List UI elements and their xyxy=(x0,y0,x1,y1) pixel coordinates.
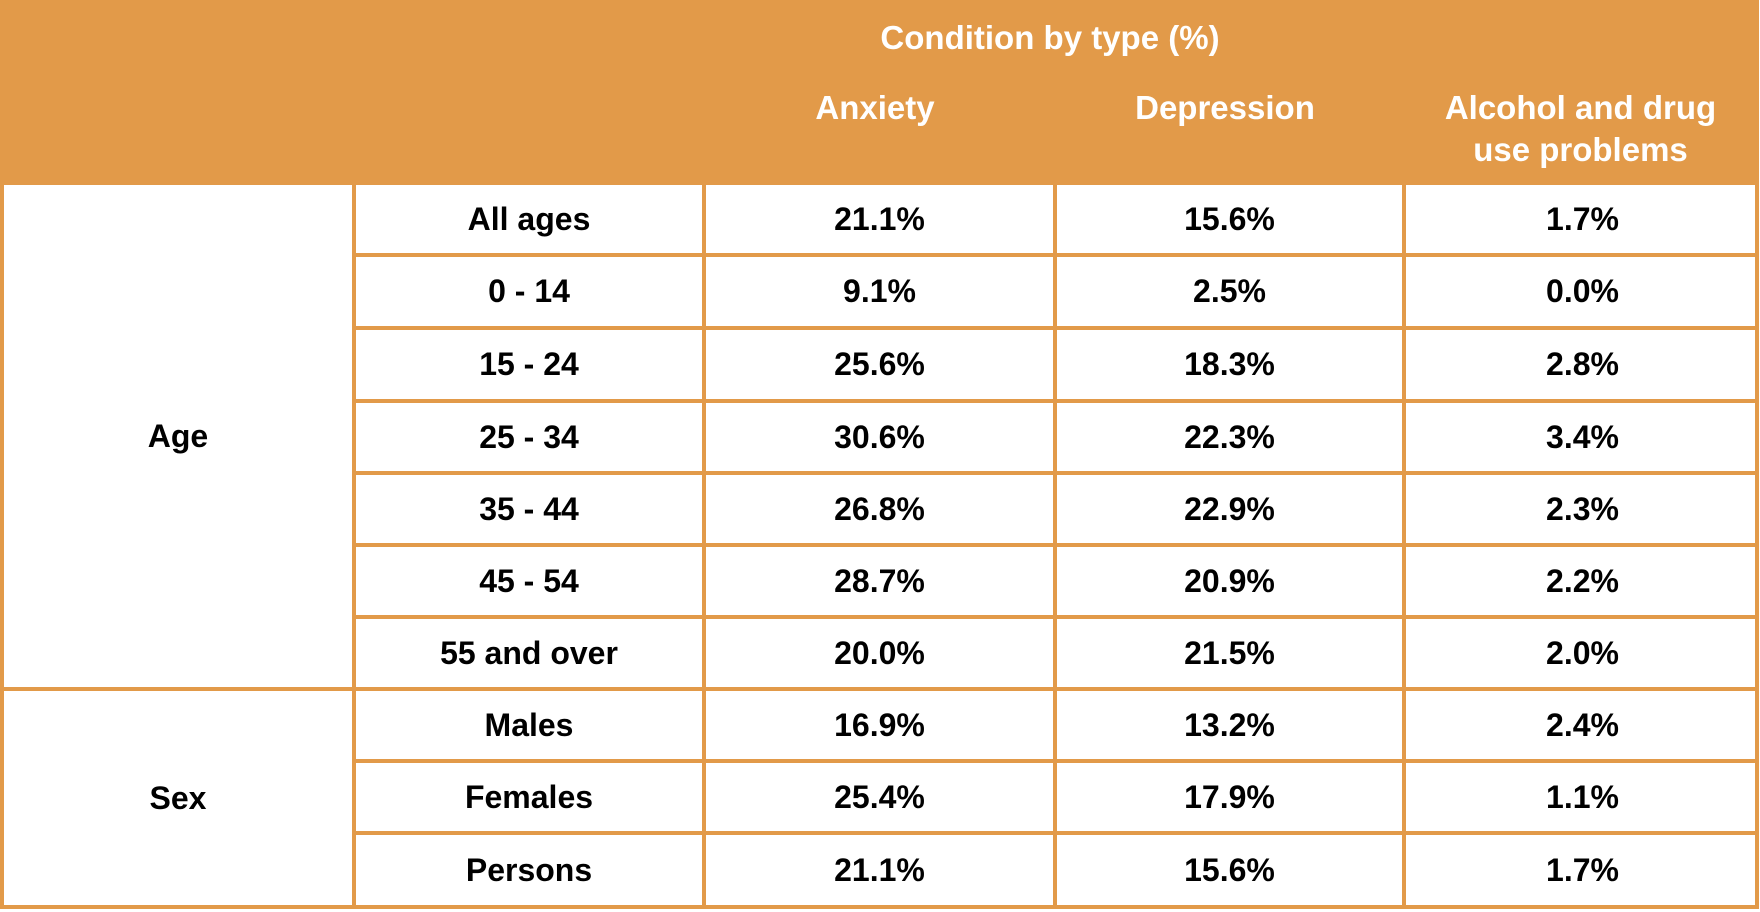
row-label: All ages xyxy=(356,185,702,253)
vertical-grid-line xyxy=(1053,185,1057,909)
table-cell: 20.9% xyxy=(1057,547,1402,615)
column-header-depression: Depression xyxy=(1135,89,1315,126)
group-label-sex: Sex xyxy=(4,691,352,905)
horizontal-grid-line xyxy=(352,759,1759,763)
row-label: 55 and over xyxy=(356,619,702,687)
row-label: Females xyxy=(356,763,702,831)
table-cell: 20.0% xyxy=(706,619,1053,687)
table-cell: 2.8% xyxy=(1406,330,1759,399)
horizontal-grid-line xyxy=(352,253,1759,257)
horizontal-grid-line xyxy=(0,687,1759,691)
column-header-alcohol-drug-line-1: Alcohol and drug xyxy=(1444,89,1717,126)
row-label: 45 - 54 xyxy=(356,547,702,615)
horizontal-grid-line xyxy=(352,615,1759,619)
column-header-anxiety: Anxiety xyxy=(815,89,935,126)
table-cell: 15.6% xyxy=(1057,185,1402,253)
table-cell: 28.7% xyxy=(706,547,1053,615)
table-cell: 2.0% xyxy=(1406,619,1759,687)
vertical-grid-line xyxy=(702,185,706,909)
table-cell: 18.3% xyxy=(1057,330,1402,399)
table-cell: 1.7% xyxy=(1406,835,1759,905)
group-header: Condition by type (%) xyxy=(880,19,1220,56)
row-label: 15 - 24 xyxy=(356,330,702,399)
table-cell: 26.8% xyxy=(706,475,1053,543)
horizontal-grid-line xyxy=(352,471,1759,475)
table-cell: 2.5% xyxy=(1057,257,1402,326)
vertical-grid-line xyxy=(1402,185,1406,909)
vertical-grid-line xyxy=(352,185,356,909)
horizontal-grid-line xyxy=(0,905,1759,909)
row-label: 35 - 44 xyxy=(356,475,702,543)
row-label: 0 - 14 xyxy=(356,257,702,326)
horizontal-grid-line xyxy=(352,831,1759,835)
table-cell: 2.4% xyxy=(1406,691,1759,759)
table-cell: 25.4% xyxy=(706,763,1053,831)
table-cell: 2.3% xyxy=(1406,475,1759,543)
table-cell: 22.3% xyxy=(1057,403,1402,471)
table-cell: 30.6% xyxy=(706,403,1053,471)
table-cell: 22.9% xyxy=(1057,475,1402,543)
table-body: Age All ages 21.1% 15.6% 1.7% 0 - 14 9.1% 2.5% 0… xyxy=(0,185,1759,909)
table-cell: 2.2% xyxy=(1406,547,1759,615)
table-cell: 21.1% xyxy=(706,185,1053,253)
table-cell: 21.1% xyxy=(706,835,1053,905)
table-cell: 25.6% xyxy=(706,330,1053,399)
horizontal-grid-line xyxy=(352,326,1759,330)
horizontal-grid-line xyxy=(352,543,1759,547)
table-cell: 17.9% xyxy=(1057,763,1402,831)
table-header: Condition by type (%) Anxiety Depression… xyxy=(0,0,1759,185)
table-cell: 15.6% xyxy=(1057,835,1402,905)
table-cell: 21.5% xyxy=(1057,619,1402,687)
group-label-age: Age xyxy=(4,185,352,687)
table-cell: 0.0% xyxy=(1406,257,1759,326)
vertical-grid-line xyxy=(1755,185,1759,909)
row-label: Persons xyxy=(356,835,702,905)
table-cell: 1.1% xyxy=(1406,763,1759,831)
table-cell: 3.4% xyxy=(1406,403,1759,471)
row-label: Males xyxy=(356,691,702,759)
table-cell: 1.7% xyxy=(1406,185,1759,253)
column-header-alcohol-drug-line-2: use problems xyxy=(1473,131,1688,168)
table-cell: 16.9% xyxy=(706,691,1053,759)
row-label: 25 - 34 xyxy=(356,403,702,471)
table-cell: 9.1% xyxy=(706,257,1053,326)
horizontal-grid-line xyxy=(352,399,1759,403)
vertical-grid-line xyxy=(0,185,4,909)
table-cell: 13.2% xyxy=(1057,691,1402,759)
